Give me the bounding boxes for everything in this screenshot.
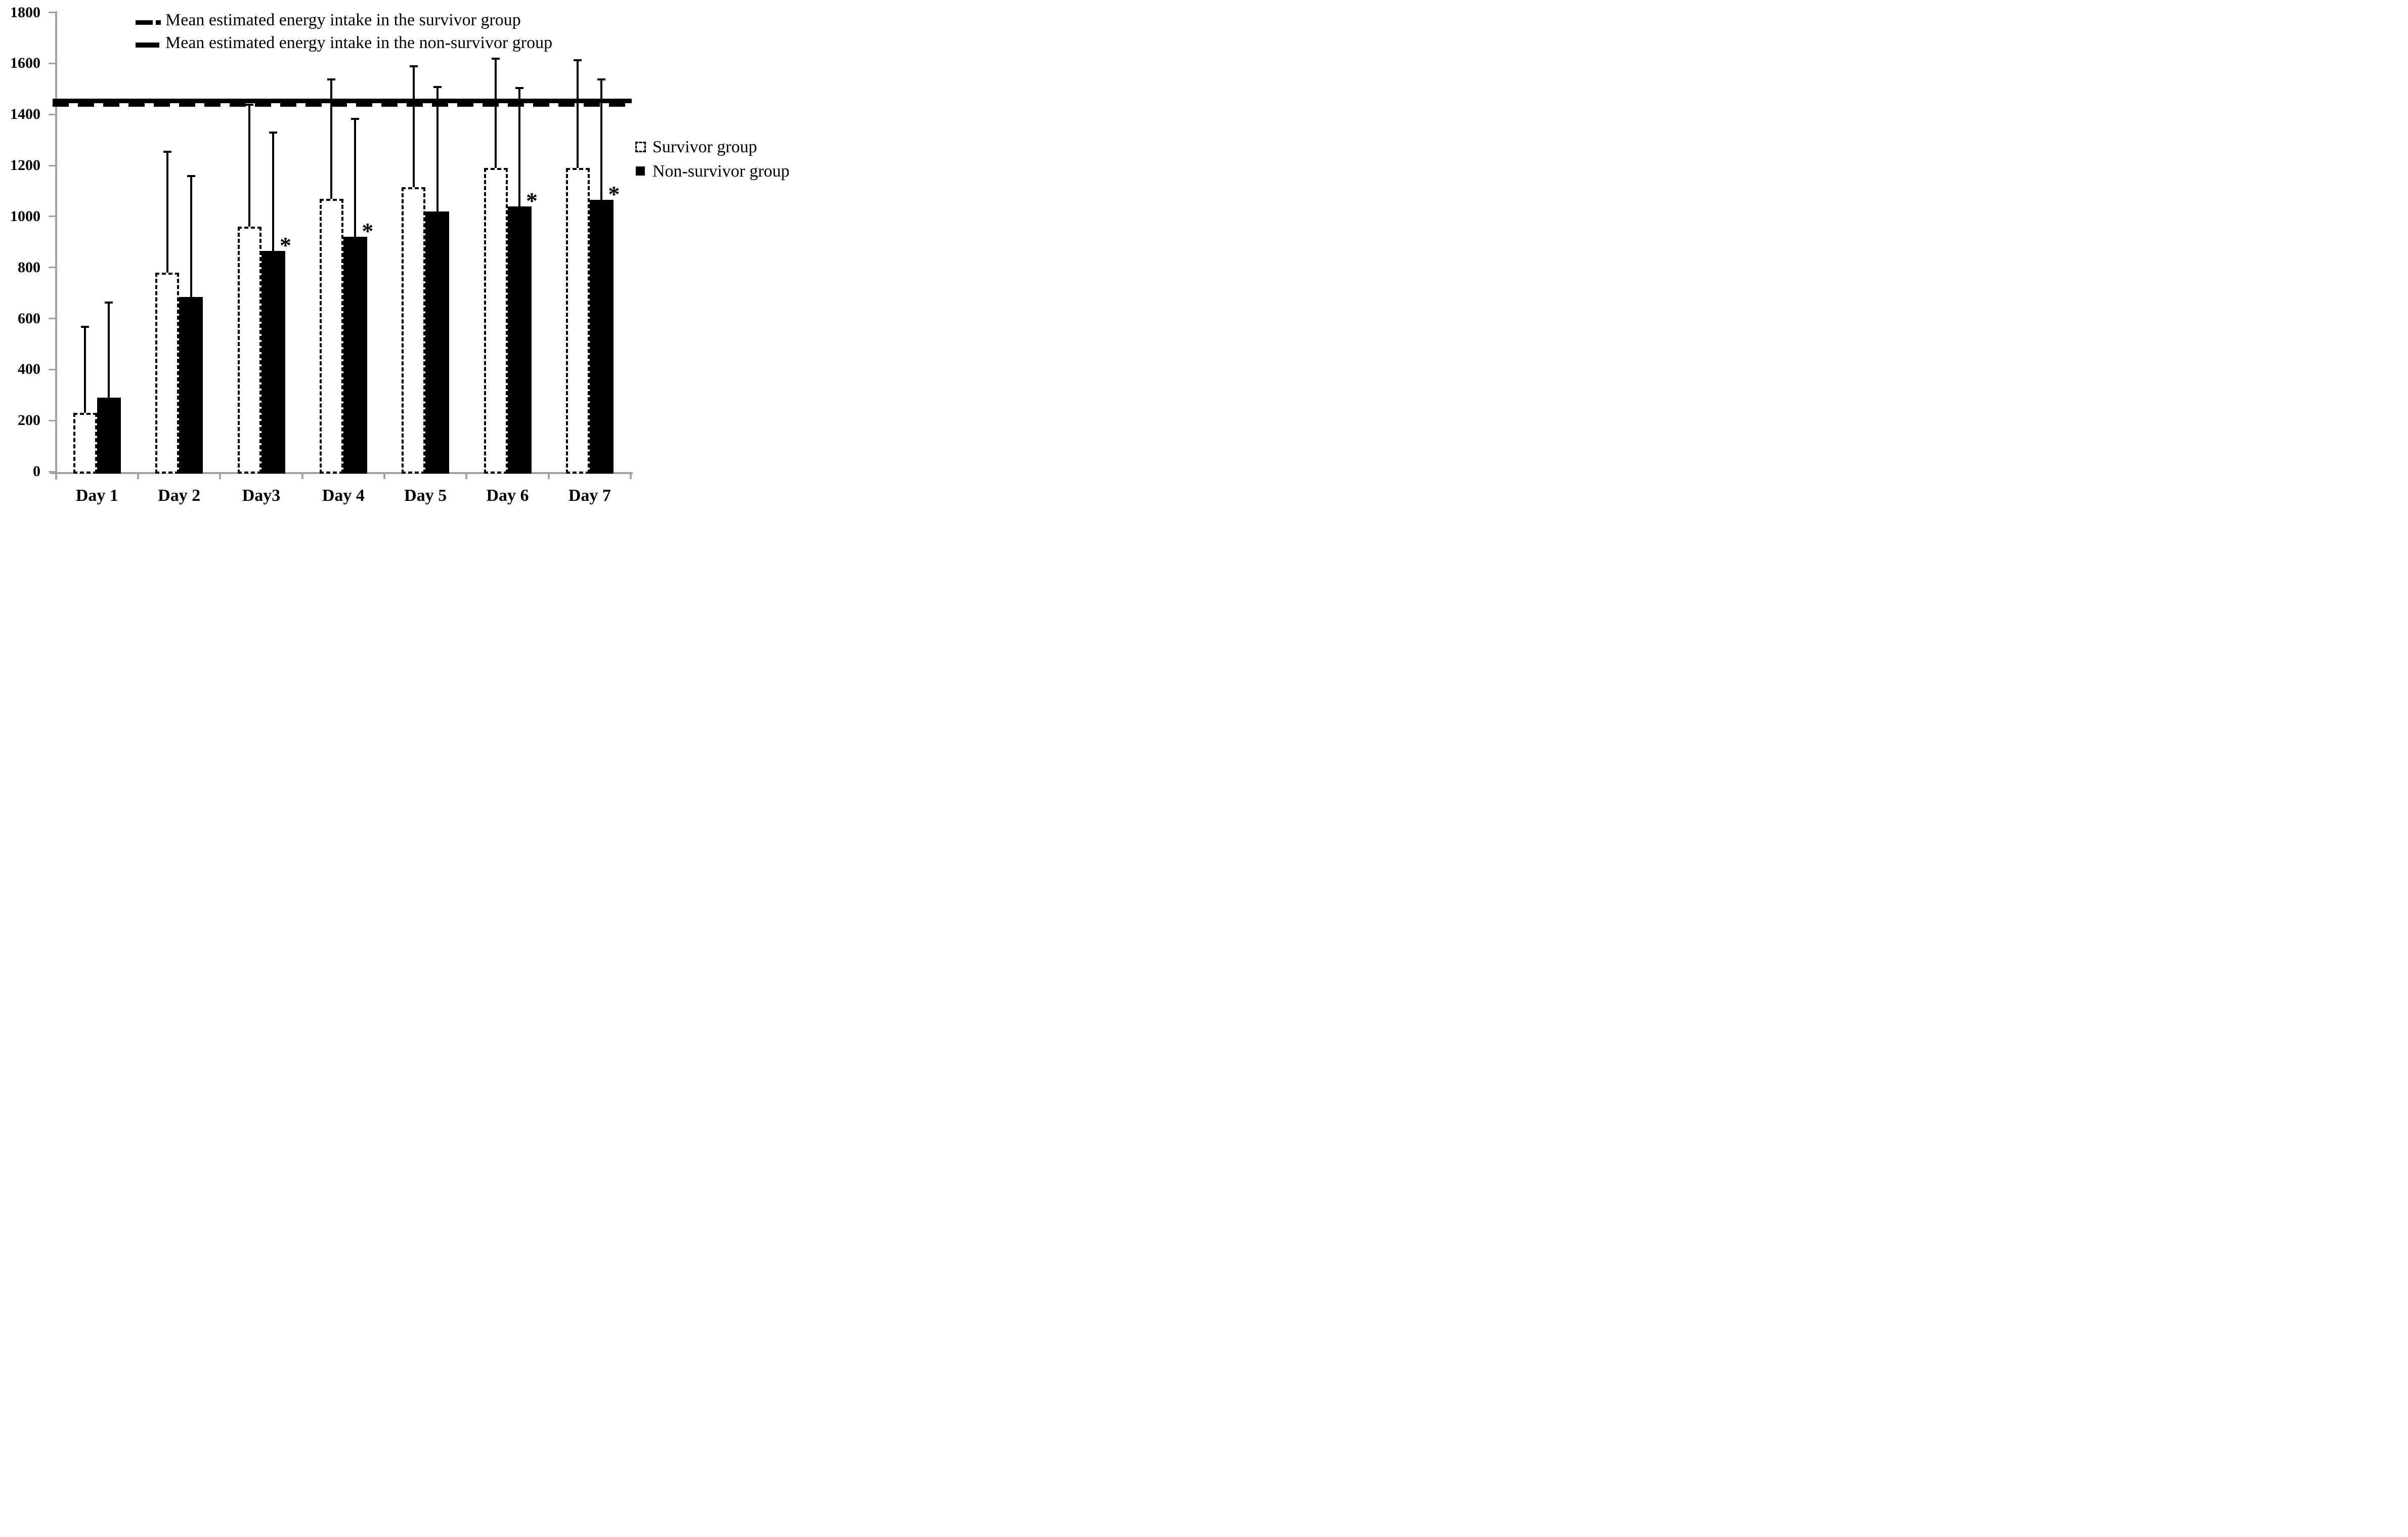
nonsurvivor-swatch-icon [636, 166, 645, 176]
x-category-label: Day 7 [568, 486, 611, 505]
top-legend-dashed-sample [136, 18, 161, 27]
error-bar-survivor [248, 104, 251, 227]
error-bar-nonsurvivor [190, 176, 192, 297]
bar-survivor-day1 [73, 413, 97, 474]
error-bar-cap-nonsurvivor [351, 117, 360, 120]
error-bar-cap-survivor [81, 325, 90, 328]
y-axis-tick [48, 318, 55, 319]
y-axis-tick [48, 12, 55, 13]
x-category-label: Day 1 [75, 486, 118, 505]
error-bar-cap-nonsurvivor [105, 301, 113, 304]
x-axis-tick [547, 474, 550, 479]
significance-asterisk: * [362, 218, 374, 244]
top-legend-solid-sample [136, 41, 159, 50]
significance-asterisk: * [526, 187, 538, 214]
error-bar-nonsurvivor [436, 86, 439, 211]
error-bar-cap-survivor [409, 65, 418, 68]
energy-intake-bar-chart: Mean estimated energy intake in the surv… [0, 0, 803, 513]
error-bar-survivor [412, 66, 415, 187]
significance-asterisk: * [280, 232, 292, 258]
y-tick-label: 600 [18, 310, 40, 327]
error-bar-survivor [84, 326, 86, 413]
bar-survivor-day5 [402, 187, 426, 474]
error-bar-cap-nonsurvivor [515, 87, 523, 90]
error-bar-cap-survivor [327, 78, 336, 80]
bar-survivor-day2 [155, 272, 180, 474]
dashed-line-sample-icon [136, 20, 153, 25]
error-bar-nonsurvivor [354, 118, 357, 237]
y-tick-label: 0 [33, 463, 40, 480]
bar-nonsurvivor-day1 [97, 397, 121, 474]
bar-survivor-day4 [319, 198, 343, 474]
x-axis-tick [630, 474, 632, 479]
bar-survivor-day6 [484, 168, 508, 474]
error-bar-cap-nonsurvivor [269, 132, 278, 134]
bar-nonsurvivor-day4 [343, 237, 367, 474]
y-tick-label: 1200 [10, 157, 40, 174]
error-bar-cap-survivor [574, 59, 582, 61]
x-axis-tick [383, 474, 386, 479]
solid-line-sample-icon [136, 42, 159, 48]
bar-nonsurvivor-day2 [179, 296, 203, 474]
y-tick-label: 1400 [10, 106, 40, 123]
significance-asterisk: * [608, 181, 620, 207]
error-bar-survivor [577, 59, 579, 168]
y-axis-tick [48, 419, 55, 421]
mean-line-nonsurvivor-solid [53, 99, 632, 104]
error-bar-cap-nonsurvivor [433, 86, 442, 88]
y-tick-label: 1000 [10, 207, 40, 225]
error-bar-survivor [495, 58, 497, 168]
y-tick-label: 200 [18, 412, 40, 429]
error-bar-cap-survivor [492, 58, 500, 60]
x-axis-tick [219, 474, 222, 479]
dashed-line-sample-icon [156, 20, 161, 25]
error-bar-cap-survivor [163, 151, 171, 153]
y-axis-tick [48, 164, 55, 166]
y-axis-tick [48, 216, 55, 218]
bar-nonsurvivor-day3 [261, 250, 285, 474]
error-bar-survivor [166, 151, 168, 273]
y-tick-label: 800 [18, 259, 40, 276]
error-bar-cap-nonsurvivor [597, 78, 606, 80]
y-axis-tick [48, 471, 55, 473]
bar-nonsurvivor-day6 [507, 206, 532, 474]
x-category-label: Day 5 [404, 486, 447, 505]
plot-area: 0 200 400 600 800 1000 1200 1400 1600 1800 Day 1 Da… [0, 0, 803, 513]
x-category-label: Day3 [242, 486, 281, 505]
error-bar-nonsurvivor [272, 132, 275, 251]
top-legend-label-nonsurvivor-mean: Mean estimated energy intake in the non-… [165, 33, 553, 52]
error-bar-cap-nonsurvivor [187, 175, 195, 178]
x-category-label: Day 4 [322, 486, 365, 505]
bar-nonsurvivor-day7 [589, 200, 614, 474]
side-legend-label-nonsurvivor: Non-survivor group [652, 162, 790, 181]
y-tick-label: 400 [18, 361, 40, 378]
bar-survivor-day7 [565, 168, 590, 474]
error-bar-cap-survivor [245, 104, 254, 106]
error-bar-nonsurvivor [108, 302, 110, 398]
side-legend-label-survivor: Survivor group [652, 138, 757, 156]
y-axis-tick [48, 113, 55, 115]
y-axis-line [55, 11, 57, 480]
y-axis-tick [48, 368, 55, 370]
x-axis-tick [465, 474, 468, 479]
x-axis-tick [137, 474, 140, 479]
error-bar-nonsurvivor [600, 78, 603, 200]
y-axis-tick [48, 62, 55, 64]
x-axis-tick [55, 474, 57, 479]
y-tick-label: 1600 [10, 55, 40, 72]
y-tick-label: 1800 [10, 4, 40, 21]
x-category-label: Day 6 [486, 486, 529, 505]
x-category-label: Day 2 [158, 486, 201, 505]
y-axis-tick [48, 267, 55, 269]
error-bar-nonsurvivor [518, 88, 520, 206]
bar-nonsurvivor-day5 [425, 211, 450, 474]
x-axis-tick [301, 474, 303, 479]
mean-line-survivor-dashed [53, 103, 632, 107]
error-bar-survivor [330, 78, 333, 199]
top-legend-label-survivor-mean: Mean estimated energy intake in the surv… [165, 11, 521, 29]
survivor-swatch-icon [635, 142, 646, 152]
bar-survivor-day3 [237, 227, 261, 474]
